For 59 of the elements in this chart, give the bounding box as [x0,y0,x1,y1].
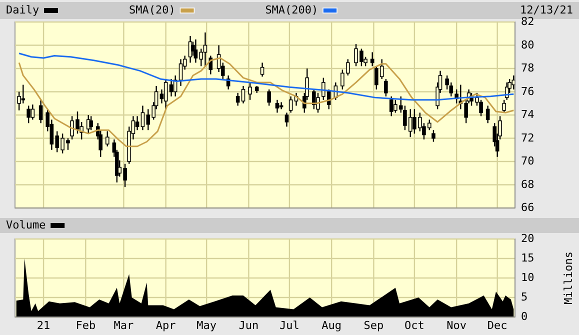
candlestick [316,92,320,114]
legend-label: Volume [6,218,46,232]
candlestick [312,88,316,110]
x-tick-label: Feb [76,319,96,332]
candlestick [279,102,284,110]
x-tick-label: Aug [322,319,342,332]
legend-label: Daily [6,4,40,17]
candlestick [105,130,110,147]
x-tick-label: Apr [156,319,176,332]
x-tick-label: Oct [404,319,424,332]
y-tick-label: 70 [521,154,534,168]
candlestick [236,92,240,106]
x-tick-label: Sep [364,319,384,332]
candlestick [267,88,271,106]
candlestick [389,96,394,117]
y-tick-label: 66 [521,201,534,214]
x-tick-label: Mar [114,319,134,332]
y-tick-label: 5 [521,290,528,304]
y-tick-label: 72 [521,131,534,144]
y-tick-label: 82 [521,15,534,28]
y-tick-label: 76 [521,84,534,98]
candlestick [241,85,246,104]
candlestick [135,116,140,131]
x-tick-label: Nov [446,319,467,332]
y-tick-label: 80 [521,38,534,52]
candlestick [164,78,168,110]
legend-label: SMA(200) [265,4,318,17]
x-tick-label: Jul [280,319,300,332]
x-tick-label: 21 [36,319,50,332]
candlestick [140,105,145,131]
y-tick-label: 74 [521,108,535,122]
x-tick-label: Dec [487,319,508,332]
y-tick-label: 0 [521,310,528,324]
y-axis-title: Millions [562,252,575,304]
candlestick [384,78,388,97]
x-tick-label: Jun [238,319,259,332]
y-tick-label: 15 [521,252,534,265]
y-tick-label: 10 [521,271,534,284]
candlestick [486,105,490,124]
legend-label: SMA(20) [129,4,176,17]
candlestick [26,105,30,124]
text: 12/13/21 [520,4,573,17]
y-tick-label: 68 [521,178,534,191]
y-tick-label: 20 [521,232,534,246]
candlestick [432,130,436,142]
candlestick [203,32,208,67]
candlestick [502,99,506,114]
candlestick [260,62,264,78]
candlestick [89,116,93,131]
x-tick-label: May [196,319,217,332]
candlestick [284,112,289,128]
candlestick [38,99,43,124]
candlestick [288,96,293,114]
candlestick [21,84,26,104]
candlestick [178,58,183,87]
y-tick-label: 78 [521,62,534,75]
candlestick [248,82,252,100]
candlestick [275,99,280,114]
candlestick [169,78,174,97]
